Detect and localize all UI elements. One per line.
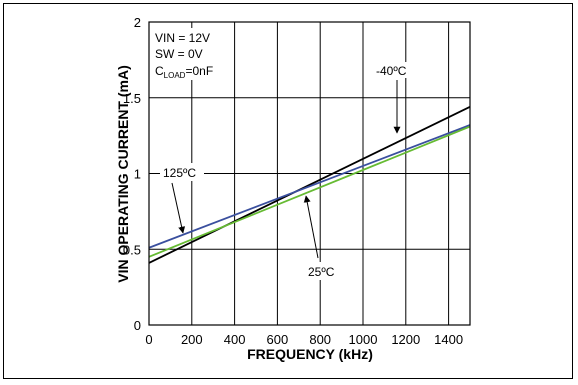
x-tick-label: 0	[145, 332, 152, 347]
x-tick-label: 800	[309, 332, 331, 347]
condition-vin: VIN = 12V	[155, 31, 210, 45]
annotation-25: 25ºC	[303, 195, 342, 280]
annotation-label: 125ºC	[163, 166, 196, 180]
x-tick-label: 600	[267, 332, 289, 347]
x-tick-label: 1000	[349, 332, 378, 347]
series-lines	[148, 106, 471, 264]
x-tick-label: 400	[224, 332, 246, 347]
condition-sw: SW = 0V	[155, 47, 203, 61]
y-tick-label: 0.5	[123, 242, 141, 257]
x-axis-title: FREQUENCY (kHz)	[247, 346, 373, 362]
annotation-label: -40ºC	[376, 64, 407, 78]
y-tick-label: 2	[134, 15, 141, 30]
series-line-2	[148, 125, 471, 258]
series-line-1	[148, 124, 471, 249]
annotation-125: 125ºC	[160, 163, 204, 234]
plot-area-border	[148, 21, 471, 326]
annotation-minus40: -40ºC	[372, 62, 416, 134]
y-tick-labels: 0 0.5 1 1.5 2	[123, 15, 141, 333]
y-tick-label: 1	[134, 167, 141, 182]
annotation-arrow	[171, 182, 186, 234]
x-tick-labels: 0 200 400 600 800 1000 1200 1400	[145, 332, 463, 347]
y-axis-title: VIN OPERATING CURRENT (mA)	[115, 65, 131, 283]
condition-cload: CLOAD=0nF	[155, 64, 213, 80]
annotation-arrow	[303, 195, 319, 259]
x-tick-label: 200	[181, 332, 203, 347]
conditions-box: VIN = 12V SW = 0V CLOAD=0nF	[152, 28, 232, 80]
x-tick-label: 1200	[391, 332, 420, 347]
y-tick-label: 0	[134, 318, 141, 333]
annotation-label: 25ºC	[308, 265, 335, 279]
chart-frame	[3, 3, 573, 379]
y-tick-label: 1.5	[123, 91, 141, 106]
series-line-0	[148, 106, 471, 264]
x-tick-label: 1400	[434, 332, 463, 347]
